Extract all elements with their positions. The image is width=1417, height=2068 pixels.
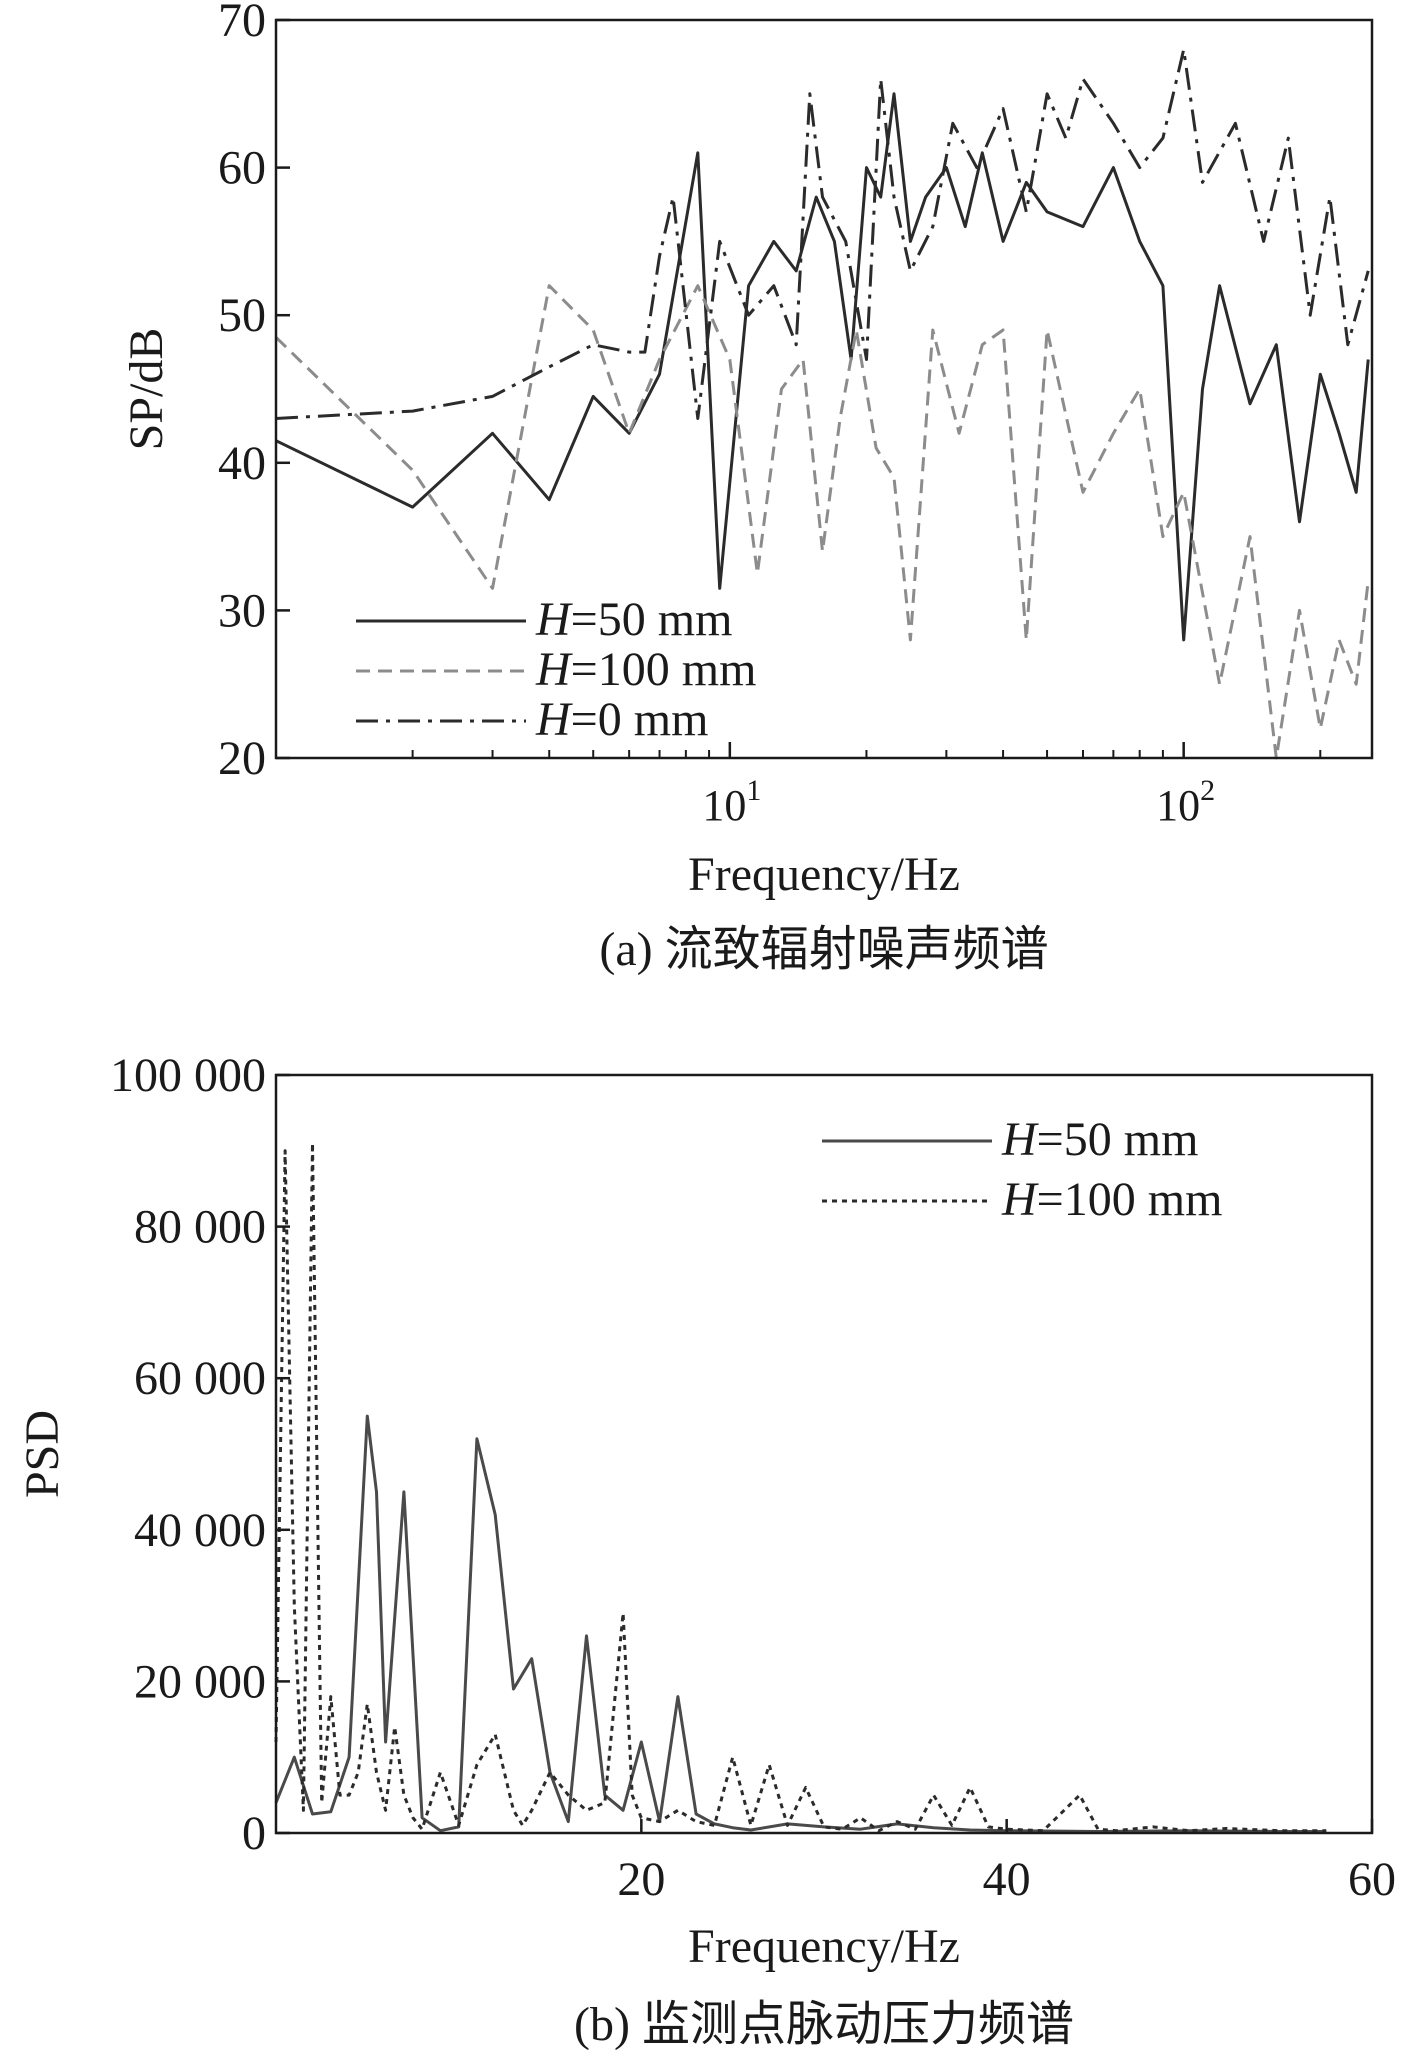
chart-a-ytick-label: 70 <box>218 0 266 47</box>
chart-b-legend-label-1: H=50 mm <box>1001 1113 1198 1166</box>
chart-b-xtick-label: 40 <box>983 1853 1031 1906</box>
chart-a-ytick-label: 20 <box>218 732 266 785</box>
chart-a-xtick-label: 102 <box>1156 774 1215 830</box>
chart-b-ylabel: PSD <box>16 1410 69 1498</box>
chart-b-legend-label-2: H=100 mm <box>1001 1173 1222 1226</box>
chart-b-ytick-label: 80 000 <box>134 1201 266 1254</box>
chart-b-x-ticks: 20 40 60 <box>617 1819 1396 1906</box>
chart-a-series-1-line <box>275 92 1370 642</box>
chart-b-ytick-label: 20 000 <box>134 1655 266 1708</box>
chart-b-ytick-label: 0 <box>242 1807 266 1860</box>
chart-b-ytick-label: 40 000 <box>134 1504 266 1557</box>
chart-a-noise-spectrum: 20 30 40 50 60 70 101 102 SP/dB Frequency/Hz (… <box>120 0 1374 976</box>
chart-b-series-1-line <box>274 1414 1327 1833</box>
chart-a-legend-label-2: H=100 mm <box>535 643 756 696</box>
chart-a-xtick-label: 101 <box>702 774 761 830</box>
chart-b-y-ticks: 0 20 000 40 000 60 000 80 000 100 000 <box>110 1049 290 1860</box>
chart-a-legend: H=50 mmH=100 mmH=0 mm <box>356 593 756 746</box>
chart-a-ylabel: SP/dB <box>120 328 173 451</box>
chart-a-series-2-line <box>274 284 1370 760</box>
chart-b-xtick-label: 20 <box>617 1853 665 1906</box>
chart-b-plot-frame <box>274 1073 1374 1835</box>
chart-b-xlabel: Frequency/Hz <box>688 1920 960 1973</box>
chart-b-legend: H=50 mm H=100 mm <box>822 1113 1222 1226</box>
chart-b-ytick-label: 100 000 <box>110 1049 266 1102</box>
chart-b-series-2-line <box>274 1141 1327 1833</box>
chart-b-xtick-label: 60 <box>1348 1853 1396 1906</box>
chart-a-plot-frame <box>274 18 1374 760</box>
chart-a-ytick-label: 50 <box>218 289 266 342</box>
chart-a-ytick-label: 40 <box>218 437 266 490</box>
chart-a-series-3-line <box>275 48 1370 420</box>
chart-a-xlabel: Frequency/Hz <box>688 848 960 901</box>
chart-a-legend-label-1: H=50 mm <box>535 593 732 646</box>
chart-a-series-group <box>274 48 1370 760</box>
chart-b-ytick-label: 60 000 <box>134 1352 266 1405</box>
chart-a-caption: (a) 流致辐射噪声频谱 <box>599 923 1048 976</box>
chart-a-ytick-label: 60 <box>218 142 266 195</box>
chart-b-series-group <box>274 1141 1327 1833</box>
chart-a-x-ticks: 101 102 <box>411 742 1322 830</box>
chart-a-legend-label-3: H=0 mm <box>535 693 708 746</box>
chart-a-y-ticks: 20 30 40 50 60 70 <box>218 0 290 785</box>
chart-b-caption: (b) 监测点脉动压力频谱 <box>574 1998 1074 2051</box>
chart-a-ytick-label: 30 <box>218 584 266 637</box>
chart-b-pressure-spectrum: 0 20 000 40 000 60 000 80 000 100 000 20 40 60 … <box>16 1049 1396 2051</box>
